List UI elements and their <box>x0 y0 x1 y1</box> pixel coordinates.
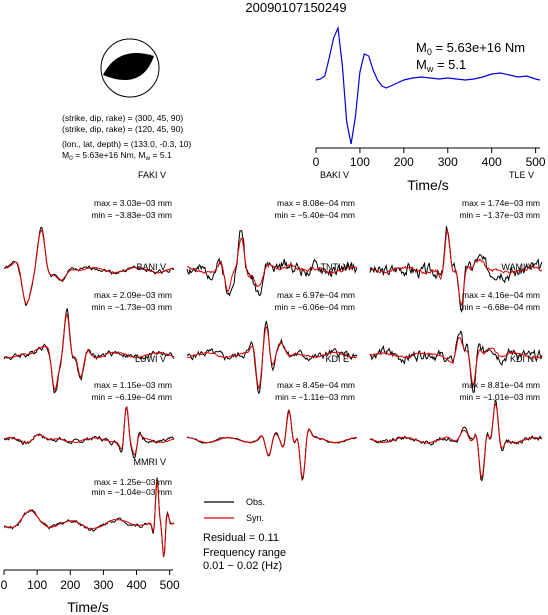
waveform-panel: TNTI V max = 6.97e−04 mm min = −6.06e−04 m… <box>186 262 358 395</box>
waveform-xlabel: Time/s <box>67 599 108 615</box>
station-label: TNTI V <box>321 262 350 272</box>
figure-title: 20090107150249 <box>245 0 346 15</box>
observed-trace <box>3 406 175 459</box>
observed-trace <box>3 308 175 394</box>
max-amplitude: max = 8.45e−04 mm <box>277 380 355 390</box>
max-amplitude: max = 2.09e−03 mm <box>94 290 172 300</box>
synthetic-trace <box>369 402 542 480</box>
min-amplitude: min = −1.37e−03 mm <box>459 210 540 220</box>
waveform-panels: FAKI V max = 3.03e−03 mm min = −3.83e−03 m… <box>3 170 543 558</box>
station-label: MMRI V <box>134 457 167 467</box>
synthetic-trace <box>369 336 543 387</box>
max-amplitude: max = 1.15e−03 mm <box>94 380 172 390</box>
waveform-panel: TLE V max = 1.74e−03 mm min = −1.37e−03 mm <box>369 170 543 314</box>
frequency-range-title: Frequency range <box>203 547 286 559</box>
station-label: LUWI V <box>135 354 166 364</box>
waveform-panel: KDI E max = 8.45e−04 mm min = −1.11e−03 mm <box>186 354 358 482</box>
mechanism-plane-2: (strike, dip, rake) = (120, 45, 90) <box>62 124 183 134</box>
synthetic-trace <box>3 230 175 305</box>
waveform-panel: BANI V max = 2.09e−03 mm min = −1.73e−03 m… <box>3 262 175 394</box>
synthetic-trace <box>3 481 174 557</box>
stf-tick-label: 200 <box>394 155 414 169</box>
min-amplitude: min = −6.19e−04 mm <box>91 392 172 402</box>
waveform-tick-label: 400 <box>127 578 147 592</box>
max-amplitude: max = 4.16e−04 mm <box>462 290 540 300</box>
stf-xlabel: Time/s <box>407 177 448 193</box>
observed-trace <box>3 477 175 558</box>
residual-label: Residual = 0.11 <box>203 532 279 544</box>
station-label: TLE V <box>509 170 534 180</box>
waveform-tick-label: 100 <box>27 578 47 592</box>
waveform-x-axis: 0 100 200 300 400 500 <box>1 569 180 592</box>
min-amplitude: min = −1.73e−03 mm <box>91 302 172 312</box>
mechanism-location: (lon., lat, depth) = (133.0, -0.3, 10) <box>62 139 191 149</box>
min-amplitude: min = −3.83e−03 mm <box>91 210 172 220</box>
waveform-panel: KDI N max = 8.81e−04 mm min = −1.01e−03 mm <box>369 354 543 482</box>
synthetic-trace <box>186 237 358 293</box>
waveform-tick-label: 300 <box>93 578 113 592</box>
max-amplitude: max = 3.03e−03 mm <box>94 198 172 208</box>
waveform-tick-label: 500 <box>160 578 180 592</box>
stf-panel: 0 100 200 300 400 500 Time/s M0 = 5.63e+16 Nm… <box>313 25 546 193</box>
min-amplitude: min = −6.06e−04 mm <box>274 302 355 312</box>
frequency-range-value: 0.01 − 0.02 (Hz) <box>203 560 282 572</box>
observed-trace <box>369 330 543 394</box>
station-label: KDI E <box>325 354 349 364</box>
waveform-panel: LUWI V max = 1.15e−03 mm min = −6.19e−04 m… <box>3 354 175 459</box>
min-amplitude: min = −1.01e−03 mm <box>459 392 540 402</box>
station-label: FAKI V <box>138 170 166 180</box>
max-amplitude: max = 8.08e−04 mm <box>277 198 355 208</box>
stf-curve <box>315 25 541 145</box>
max-amplitude: max = 1.74e−03 mm <box>462 198 540 208</box>
waveform-tick-label: 200 <box>60 578 80 592</box>
synthetic-trace <box>3 406 175 456</box>
legend-syn: Syn. <box>246 513 264 523</box>
stf-tick-label: 0 <box>313 155 320 169</box>
min-amplitude: min = −1.11e−03 mm <box>275 392 355 402</box>
station-label: WAMI V <box>501 262 534 272</box>
synthetic-trace <box>3 313 175 392</box>
legend-obs: Obs. <box>246 497 265 507</box>
station-label: BAKI V <box>320 170 349 180</box>
waveform-panel: BAKI V max = 8.08e−04 mm min = −5.40e−04 m… <box>186 170 358 297</box>
legend: Obs. Syn. Residual = 0.11 Frequency rang… <box>203 497 286 572</box>
mechanism-plane-1: (strike, dip, rake) = (300, 45, 90) <box>62 113 183 123</box>
stf-x-axis: 0 100 200 300 400 500 <box>313 148 546 169</box>
stf-m0-label: M0 = 5.63e+16 Nm <box>416 40 525 57</box>
waveform-tick-label: 0 <box>1 578 8 592</box>
min-amplitude: min = −5.40e−04 mm <box>274 210 355 220</box>
max-amplitude: max = 8.81e−04 mm <box>462 380 540 390</box>
beachball <box>100 38 160 98</box>
synthetic-trace <box>369 229 543 306</box>
waveform-panel: WAMI V max = 4.16e−04 mm min = −6.68e−04 m… <box>369 262 543 394</box>
max-amplitude: max = 6.97e−04 mm <box>277 290 355 300</box>
station-label: BANI V <box>136 262 166 272</box>
beachball-compressional-quadrant <box>103 53 154 81</box>
mechanism-moment: M0 = 5.63e+16 Nm, Mw = 5.1 <box>62 150 172 162</box>
station-label: KDI N <box>510 354 534 364</box>
waveform-panel: FAKI V max = 3.03e−03 mm min = −3.83e−03 m… <box>3 170 175 307</box>
stf-tick-label: 300 <box>438 155 458 169</box>
synthetic-trace <box>186 325 358 390</box>
stf-tick-label: 100 <box>350 155 370 169</box>
max-amplitude: max = 1.25e−03 mm <box>94 477 172 487</box>
stf-mw-label: Mw = 5.1 <box>416 57 466 74</box>
min-amplitude: min = −1.04e−03 mm <box>91 487 172 497</box>
stf-tick-label: 500 <box>526 155 546 169</box>
min-amplitude: min = −6.68e−04 mm <box>459 302 540 312</box>
synthetic-trace <box>186 410 357 479</box>
stf-tick-label: 400 <box>482 155 502 169</box>
